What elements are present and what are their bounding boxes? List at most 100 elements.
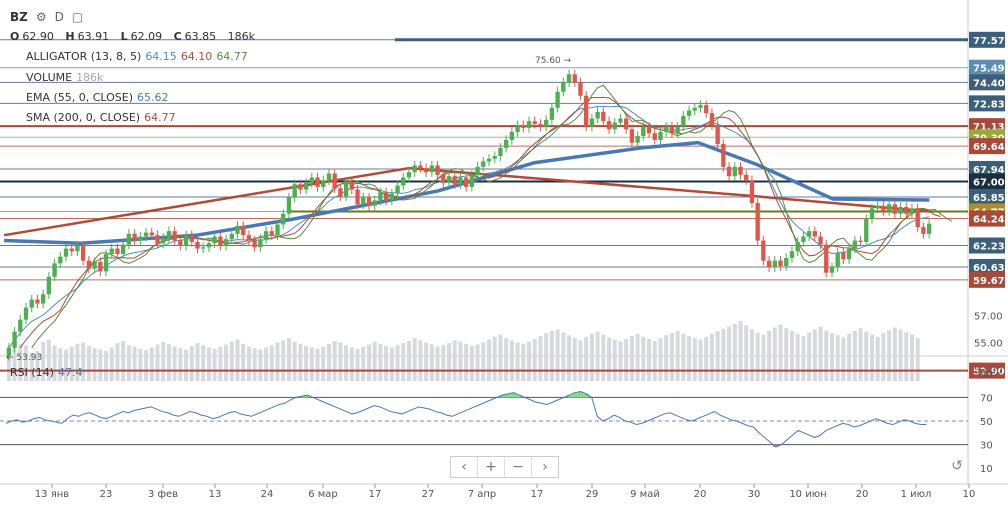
indicator-2[interactable]: EMA (55, 0, CLOSE) 65.62 xyxy=(26,91,169,105)
volume-bar xyxy=(578,340,583,381)
candle-body xyxy=(801,236,806,242)
candle-body xyxy=(115,248,120,254)
candle-body xyxy=(846,248,852,260)
volume-bar xyxy=(104,351,109,381)
indicator-value: 64.77 xyxy=(144,111,176,124)
volume-bar xyxy=(492,336,497,381)
volume-bar xyxy=(41,341,46,381)
volume-bar xyxy=(138,348,143,381)
volume-bar xyxy=(784,328,789,381)
volume-bar xyxy=(349,347,354,381)
candle-body xyxy=(149,232,154,236)
candle-body xyxy=(864,219,869,242)
volume-bar xyxy=(241,343,246,381)
candle-body xyxy=(172,231,177,241)
reset-button[interactable]: ↺ xyxy=(951,458,963,474)
volume-bar xyxy=(658,338,663,381)
candle-body xyxy=(669,126,675,134)
volume-bar xyxy=(738,321,743,381)
candle-body xyxy=(812,231,817,237)
high-value: 63.91 xyxy=(77,30,110,43)
volume-bar xyxy=(189,346,194,381)
candle-body xyxy=(383,192,389,201)
volume-bar xyxy=(709,333,714,381)
candle-body xyxy=(143,232,149,237)
candle-body xyxy=(492,156,497,159)
candle-body xyxy=(80,245,86,261)
volume-bar xyxy=(109,347,114,381)
candle-body xyxy=(641,126,646,136)
zoom-in-button[interactable]: + xyxy=(478,457,505,477)
interval-d-button[interactable]: D xyxy=(54,10,64,24)
volume-bar xyxy=(515,342,520,381)
price-label-bg xyxy=(969,74,1005,91)
candle-body xyxy=(549,107,555,120)
volume-bar xyxy=(161,341,166,381)
volume-bar xyxy=(675,331,680,381)
scroll-left-button[interactable]: ‹ xyxy=(451,457,478,477)
candle-body xyxy=(824,244,829,273)
volume-bar xyxy=(572,338,577,381)
volume-bar xyxy=(824,330,829,381)
volume-bar xyxy=(298,343,303,381)
volume-bar xyxy=(521,343,526,381)
volume-bar xyxy=(132,346,137,381)
candle-body xyxy=(521,125,526,128)
price-label: 65.85 xyxy=(973,193,1005,204)
candle-body xyxy=(18,319,23,332)
volume-bar xyxy=(887,330,892,381)
volume-bar xyxy=(361,346,366,381)
volume-bar xyxy=(509,340,514,381)
price-label: 74.40 xyxy=(973,78,1005,89)
rsi-axis-tick: 70 xyxy=(980,393,993,404)
price-label-bg xyxy=(969,160,1005,177)
candle-body xyxy=(709,113,715,126)
volume-bar xyxy=(12,348,17,381)
indicator-1[interactable]: VOLUME 186k xyxy=(26,71,103,85)
volume-bar xyxy=(435,346,440,381)
x-axis-label: 13 xyxy=(209,489,222,500)
volume-bar xyxy=(292,341,297,381)
price-label: 52.90 xyxy=(973,367,1005,378)
volume-bar xyxy=(864,331,869,381)
candle-body xyxy=(664,126,669,132)
candle-body xyxy=(721,144,726,167)
candle-body xyxy=(543,119,549,127)
x-axis-label: 10 июн xyxy=(789,489,826,500)
indicator-0[interactable]: ALLIGATOR (13, 8, 5) 64.15 64.10 64.77 xyxy=(26,50,248,64)
candle-body xyxy=(629,129,635,143)
volume-bar xyxy=(229,341,234,381)
volume-bar xyxy=(195,343,200,381)
volume-bar xyxy=(589,333,594,381)
candle-body xyxy=(829,267,835,273)
scroll-right-button[interactable]: › xyxy=(542,459,548,475)
gear-icon[interactable]: ⚙ xyxy=(35,10,47,24)
candle-body xyxy=(584,95,589,127)
volume-bar xyxy=(898,329,903,381)
volume-bar xyxy=(498,334,503,381)
candle-body xyxy=(612,122,617,130)
candle-body xyxy=(784,257,789,267)
candle-body xyxy=(538,123,543,127)
candle-body xyxy=(515,125,520,132)
volume-bar xyxy=(841,337,846,381)
candle-body xyxy=(258,239,263,248)
volume-bar xyxy=(178,348,183,381)
rsi-overbought-fill xyxy=(510,392,517,398)
candle-body xyxy=(778,260,783,267)
indicator-3[interactable]: SMA (200, 0, CLOSE) 64.77 xyxy=(26,111,176,125)
volume-bar xyxy=(6,346,11,381)
volume-bar xyxy=(875,336,880,381)
rsi-overbought-fill xyxy=(298,396,305,398)
volume-bar xyxy=(24,345,29,381)
ohlc-readout: O 62.90 H 63.91 L 62.09 C 63.85 186k xyxy=(10,30,255,43)
square-icon[interactable]: ▢ xyxy=(71,10,84,24)
candle-body xyxy=(269,231,274,236)
price-axis-tick: 53.00 xyxy=(974,365,1003,376)
zoom-out-button[interactable]: − xyxy=(505,457,532,477)
candle-body xyxy=(281,213,286,225)
volume-bar xyxy=(869,334,874,381)
candle-body xyxy=(372,200,377,206)
